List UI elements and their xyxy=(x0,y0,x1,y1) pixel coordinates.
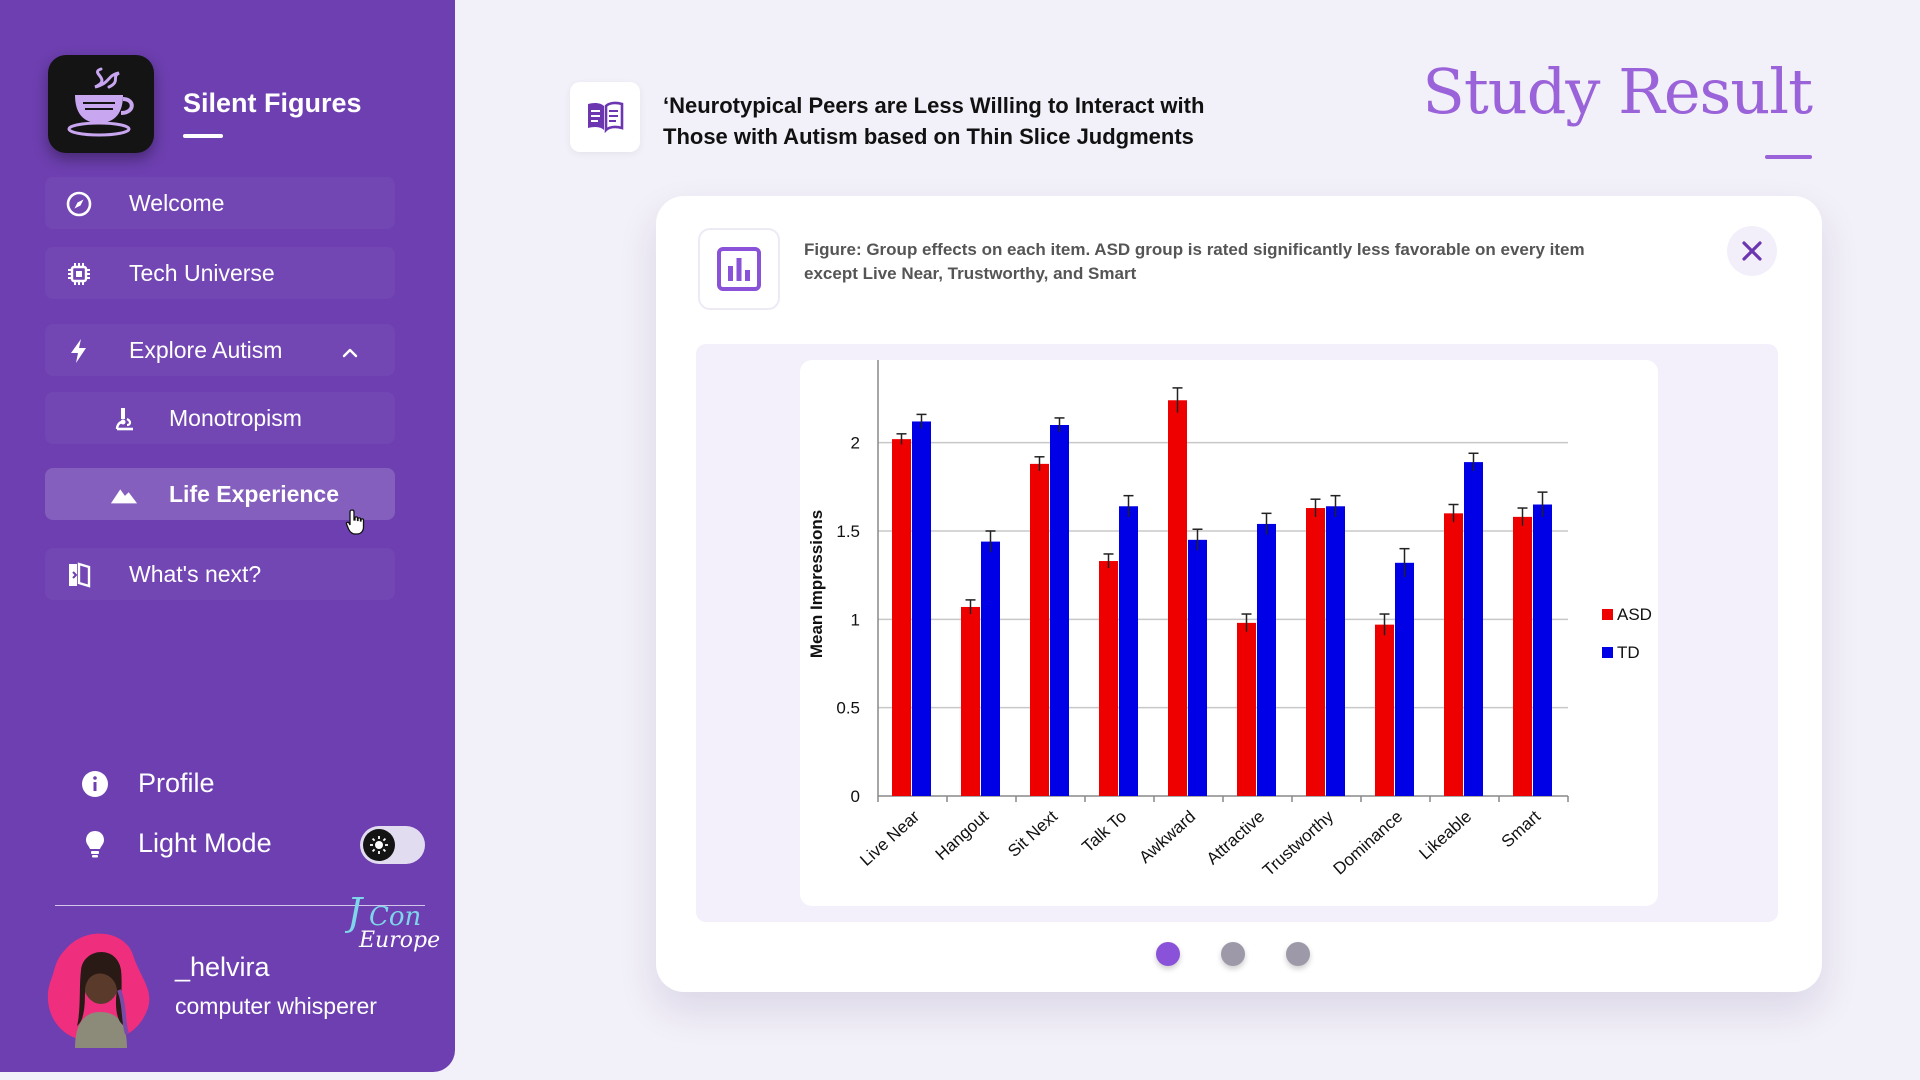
sidebar-divider xyxy=(55,905,425,906)
bar-asd xyxy=(1306,508,1325,796)
figure-card: Figure: Group effects on each item. ASD … xyxy=(656,196,1822,992)
y-axis-label: Mean Impressions xyxy=(807,510,826,658)
app-logo[interactable] xyxy=(48,55,154,153)
nav-monotropism-label: Monotropism xyxy=(169,405,302,431)
chart-area: 0 0.5 1 1.5 2 Mean Impressions Live Near Hangou… xyxy=(696,344,1778,922)
bar-td xyxy=(1257,523,1276,796)
x-tick-label: Smart xyxy=(1498,807,1545,852)
legend-swatch-asd xyxy=(1602,609,1613,620)
coffee-cup-icon xyxy=(67,67,134,137)
bar-td xyxy=(1050,425,1069,796)
x-tick-label: Likeable xyxy=(1415,807,1475,863)
sun-icon xyxy=(363,829,395,861)
nav-whats-next-label: What's next? xyxy=(129,561,262,587)
x-tick-label: Live Near xyxy=(856,807,923,870)
mountain-icon xyxy=(110,481,138,509)
y-tick-label: 1 xyxy=(851,610,860,629)
close-icon xyxy=(1742,241,1762,261)
bar-asd xyxy=(1444,513,1463,796)
bar-td xyxy=(1188,539,1207,796)
user-role: computer whisperer xyxy=(175,993,377,1019)
bar-asd xyxy=(1168,400,1187,796)
bar-asd xyxy=(1513,516,1532,796)
light-mode-row: Light Mode xyxy=(80,828,272,859)
figure-icon-box xyxy=(698,228,780,310)
nav-tech-universe-label: Tech Universe xyxy=(129,260,275,286)
y-tick-label: 2 xyxy=(851,434,860,453)
x-tick-label: Sit Next xyxy=(1004,807,1061,861)
profile-label: Profile xyxy=(138,768,215,798)
chip-icon xyxy=(65,260,93,288)
nav-whats-next[interactable]: What's next? xyxy=(45,548,395,600)
slide-dot-3[interactable] xyxy=(1286,942,1310,966)
nav-life-experience-label: Life Experience xyxy=(169,481,340,507)
svg-text:Europe: Europe xyxy=(358,928,440,953)
bar-asd xyxy=(1237,622,1256,796)
x-tick-label: Trustworthy xyxy=(1259,807,1338,880)
x-tick-label: Hangout xyxy=(932,807,993,864)
lightning-icon xyxy=(65,337,93,365)
user-name: _helvira xyxy=(175,952,270,982)
bar-td xyxy=(1326,506,1345,796)
x-tick-label: Awkward xyxy=(1135,807,1199,867)
nav-monotropism[interactable]: Monotropism xyxy=(45,392,395,444)
legend-label-td: TD xyxy=(1617,643,1640,662)
door-icon xyxy=(65,561,93,589)
bar-td xyxy=(912,421,931,796)
bar-td xyxy=(1464,462,1483,796)
page-title: Study Result xyxy=(1422,55,1813,128)
close-button[interactable] xyxy=(1727,226,1777,276)
info-icon xyxy=(80,769,110,799)
nav-tech-universe[interactable]: Tech Universe xyxy=(45,247,395,299)
chevron-up-icon[interactable] xyxy=(341,341,359,368)
bar-asd xyxy=(1030,463,1049,796)
bar-td xyxy=(1119,506,1138,796)
sidebar: Silent Figures Welcome Tech Universe Exp… xyxy=(0,0,455,1072)
compass-icon xyxy=(65,190,93,218)
legend-swatch-td xyxy=(1602,647,1613,658)
bar-chart-icon xyxy=(717,247,761,291)
paper-title: ‘Neurotypical Peers are Less Willing to … xyxy=(663,93,1205,149)
legend-label-asd: ASD xyxy=(1617,605,1652,624)
bar-td xyxy=(981,541,1000,796)
chart-panel: 0 0.5 1 1.5 2 Mean Impressions Live Near Hangou… xyxy=(800,360,1658,906)
svg-text:J: J xyxy=(345,890,364,934)
nav-life-experience[interactable]: Life Experience xyxy=(45,468,395,535)
jcon-europe-logo: J Con Europe xyxy=(345,890,440,953)
bar-asd xyxy=(1099,561,1118,796)
nav-welcome-label: Welcome xyxy=(129,190,225,216)
y-tick-label: 1.5 xyxy=(836,522,860,541)
nav-welcome[interactable]: Welcome xyxy=(45,177,395,229)
x-tick-label: Attractive xyxy=(1203,807,1268,869)
x-tick-label: Dominance xyxy=(1330,807,1407,879)
bar-td xyxy=(1395,562,1414,796)
slide-pagination xyxy=(656,942,1822,968)
microscope-icon xyxy=(110,405,138,433)
page-title-underline xyxy=(1765,155,1812,159)
figure-caption: Figure: Group effects on each item. ASD … xyxy=(804,240,1585,283)
avatar[interactable] xyxy=(45,930,155,1048)
book-icon xyxy=(588,101,624,134)
bar-asd xyxy=(961,606,980,796)
light-mode-toggle[interactable] xyxy=(360,826,425,864)
slide-dot-2[interactable] xyxy=(1221,942,1245,966)
x-tick-label: Talk To xyxy=(1078,807,1130,856)
nav-explore-autism[interactable]: Explore Autism xyxy=(45,324,395,376)
svg-text:Con: Con xyxy=(369,902,421,932)
bar-asd xyxy=(1375,624,1394,796)
y-tick-label: 0.5 xyxy=(836,699,860,718)
profile-link[interactable]: Profile xyxy=(80,768,215,799)
brand-name: Silent Figures xyxy=(183,88,362,118)
paper-icon-box xyxy=(570,82,640,152)
light-mode-label: Light Mode xyxy=(138,828,272,858)
nav-explore-autism-label: Explore Autism xyxy=(129,337,283,363)
y-tick-label: 0 xyxy=(851,787,860,806)
bar-asd xyxy=(892,439,911,796)
bar-td xyxy=(1533,504,1552,796)
brand-underline xyxy=(183,134,223,138)
lightbulb-icon xyxy=(80,829,110,859)
bar-chart: 0 0.5 1 1.5 2 Mean Impressions Live Near Hangou… xyxy=(807,360,1652,880)
pointer-cursor-icon xyxy=(345,509,365,535)
slide-dot-1[interactable] xyxy=(1156,942,1180,966)
